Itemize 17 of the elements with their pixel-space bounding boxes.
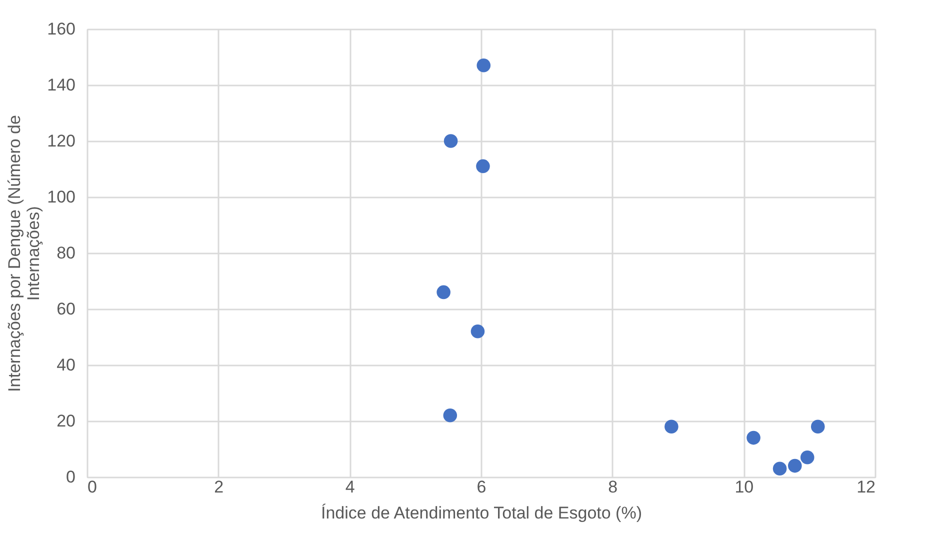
x-tick-label: 8 [608,478,618,496]
y-tick-label: 140 [47,76,76,94]
x-tick-label: 12 [856,478,876,496]
y-tick-label: 60 [56,300,76,318]
y-tick-label: 40 [56,356,76,374]
y-tick-label: 160 [47,20,76,38]
y-tick-label: 80 [56,244,76,262]
x-tick-label: 4 [345,478,355,496]
x-tick-label: 6 [476,478,486,496]
y-tick-label: 100 [47,188,76,206]
x-tick-label: 0 [88,478,97,496]
x-tick-label: 2 [214,478,224,496]
y-tick-label: 120 [47,132,76,150]
y-tick-label: 20 [56,412,76,430]
x-tick-label: 10 [734,478,754,496]
y-axis-title: Internações por Dengue (Número de Internações) [5,115,44,392]
x-axis-title: Índice de Atendimento Total de Esgoto (%) [321,504,642,522]
